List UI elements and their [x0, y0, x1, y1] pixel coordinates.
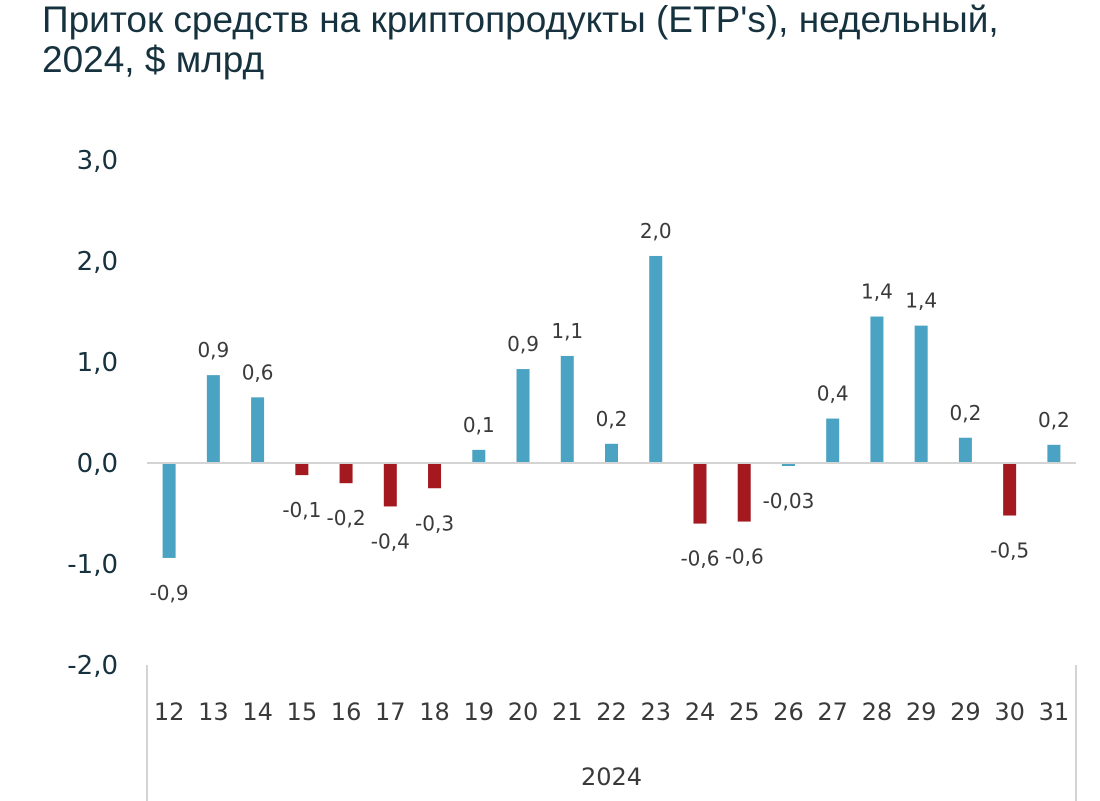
bar-series — [162, 255, 1061, 558]
bar — [1003, 463, 1017, 516]
bar — [339, 463, 353, 484]
bar — [516, 369, 530, 463]
x-tick-label: 22 — [596, 698, 627, 726]
y-axis: 3,0 2,0 1,0 0,0 -1,0 -2,0 — [67, 146, 118, 681]
x-tick-label: 14 — [242, 698, 273, 726]
x-tick-label: 28 — [862, 698, 893, 726]
y-tick-label: 3,0 — [77, 146, 118, 176]
data-label: 2,0 — [640, 219, 672, 243]
bar — [693, 463, 707, 524]
bar — [826, 418, 840, 463]
data-label: 1,4 — [905, 289, 937, 313]
data-label: -0,4 — [371, 529, 410, 553]
x-tick-label: 29 — [950, 698, 981, 726]
data-label: -0,9 — [150, 581, 189, 605]
x-tick-label: 16 — [331, 698, 362, 726]
bar — [251, 397, 265, 463]
data-label: 0,2 — [949, 401, 981, 425]
y-tick-label: 0,0 — [77, 449, 118, 479]
bar — [914, 325, 928, 463]
chart-title: Приток средств на криптопродукты (ETP's)… — [42, 0, 999, 80]
data-label: -0,3 — [415, 511, 454, 535]
x-tick-label: 19 — [464, 698, 495, 726]
x-tick-label: 24 — [685, 698, 716, 726]
bar — [958, 437, 972, 463]
bar — [383, 463, 397, 507]
data-label: -0,1 — [282, 498, 321, 522]
data-label: 0,2 — [596, 407, 628, 431]
x-axis: 12 13 14 15 16 17 18 19 20 21 22 23 24 25 26 27 28 29 29 30… — [146, 462, 1077, 801]
bar — [781, 463, 795, 467]
x-tick-label: 20 — [508, 698, 539, 726]
data-label: 1,1 — [551, 319, 583, 343]
y-tick-label: -2,0 — [67, 651, 118, 681]
x-tick-label: 27 — [817, 698, 848, 726]
x-tick-label: 12 — [154, 698, 185, 726]
bar — [605, 443, 618, 463]
data-labels: -0,9 0,9 0,6 -0,1 -0,2-0,4-0,3 0,1 0,9 1,1 0,2 2,… — [150, 219, 1070, 605]
data-label: 0,9 — [507, 332, 539, 356]
data-label: -0,6 — [725, 545, 764, 569]
x-tick-label: 23 — [640, 698, 671, 726]
bar — [1047, 444, 1061, 463]
bar — [472, 449, 486, 463]
data-label: 1,4 — [861, 280, 893, 304]
data-label: -0,2 — [327, 506, 366, 530]
x-tick-label: 29 — [906, 698, 937, 726]
y-tick-label: -1,0 — [67, 550, 118, 580]
bar — [162, 463, 176, 558]
bar — [206, 375, 220, 463]
x-tick-label: 31 — [1039, 698, 1070, 726]
data-label: 0,6 — [242, 360, 274, 384]
x-tick-label: 25 — [729, 698, 760, 726]
bar — [560, 355, 574, 463]
x-tick-label: 26 — [773, 698, 804, 726]
x-tick-label: 17 — [375, 698, 406, 726]
x-tick-label: 21 — [552, 698, 583, 726]
bar — [649, 255, 663, 463]
data-label: 0,1 — [463, 413, 495, 437]
data-label: -0,5 — [990, 539, 1029, 563]
data-label: -0,03 — [763, 489, 815, 513]
bar — [295, 463, 309, 476]
x-group-label: 2024 — [581, 763, 642, 791]
y-tick-label: 1,0 — [77, 348, 118, 378]
bar — [428, 463, 442, 489]
data-label: 0,4 — [817, 382, 849, 406]
x-tick-label: 15 — [287, 698, 318, 726]
x-tick-label: 30 — [994, 698, 1025, 726]
data-label: 0,2 — [1038, 408, 1070, 432]
x-tick-label: 13 — [198, 698, 229, 726]
y-tick-label: 2,0 — [77, 247, 118, 277]
data-label: 0,9 — [197, 338, 229, 362]
x-tick-label: 18 — [419, 698, 450, 726]
bar — [737, 463, 751, 522]
data-label: -0,6 — [680, 547, 719, 571]
bar — [870, 316, 884, 463]
